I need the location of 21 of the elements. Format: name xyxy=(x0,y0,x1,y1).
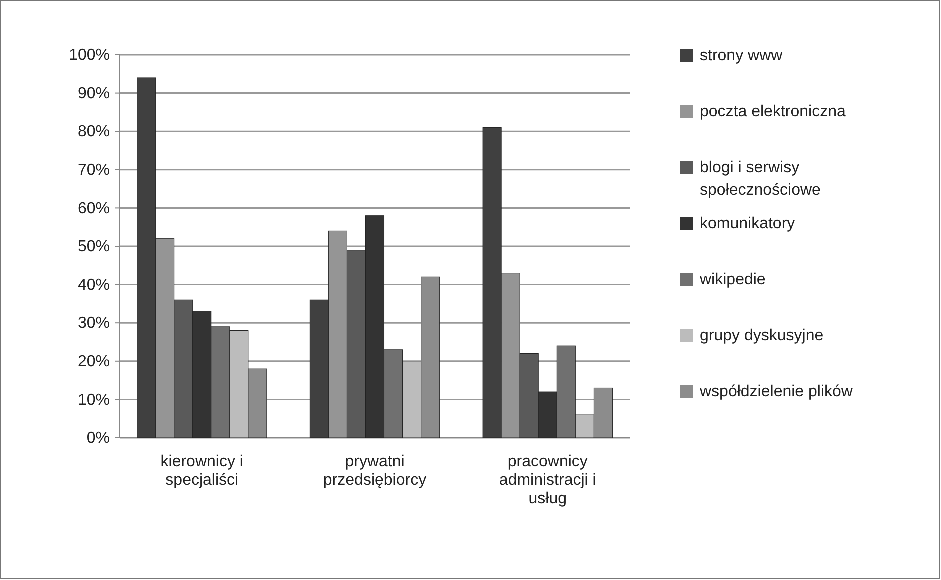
x-tick-label: pracownicy administracji i usług xyxy=(499,454,596,508)
y-tick-label: 60% xyxy=(78,200,110,218)
y-tick-label: 40% xyxy=(78,276,110,294)
y-tick-label: 0% xyxy=(86,430,110,448)
y-tick-label: 20% xyxy=(78,354,110,371)
legend-label: blogi i serwisy społecznościowe xyxy=(700,160,822,199)
legend-label: komunikatory xyxy=(700,216,796,233)
legend-label: strony www xyxy=(700,48,784,65)
x-tick-label: kierownicy i specjaliści xyxy=(160,454,244,489)
legend-label: współdzielenie plików xyxy=(699,384,854,401)
y-tick-label: 90% xyxy=(78,85,110,102)
legend-label: grupy dyskusyjne xyxy=(700,328,824,345)
y-tick-label: 50% xyxy=(78,238,110,256)
y-tick-label: 10% xyxy=(78,392,110,409)
legend-label: poczta elektroniczna xyxy=(700,104,846,121)
y-tick-label: 70% xyxy=(78,162,110,180)
y-tick-label: 80% xyxy=(78,124,110,141)
x-tick-label: prywatni przedsiębiorcy xyxy=(323,454,427,489)
legend-label: wikipedie xyxy=(699,272,766,289)
y-tick-label: 100% xyxy=(69,47,110,64)
y-tick-label: 30% xyxy=(78,315,110,332)
